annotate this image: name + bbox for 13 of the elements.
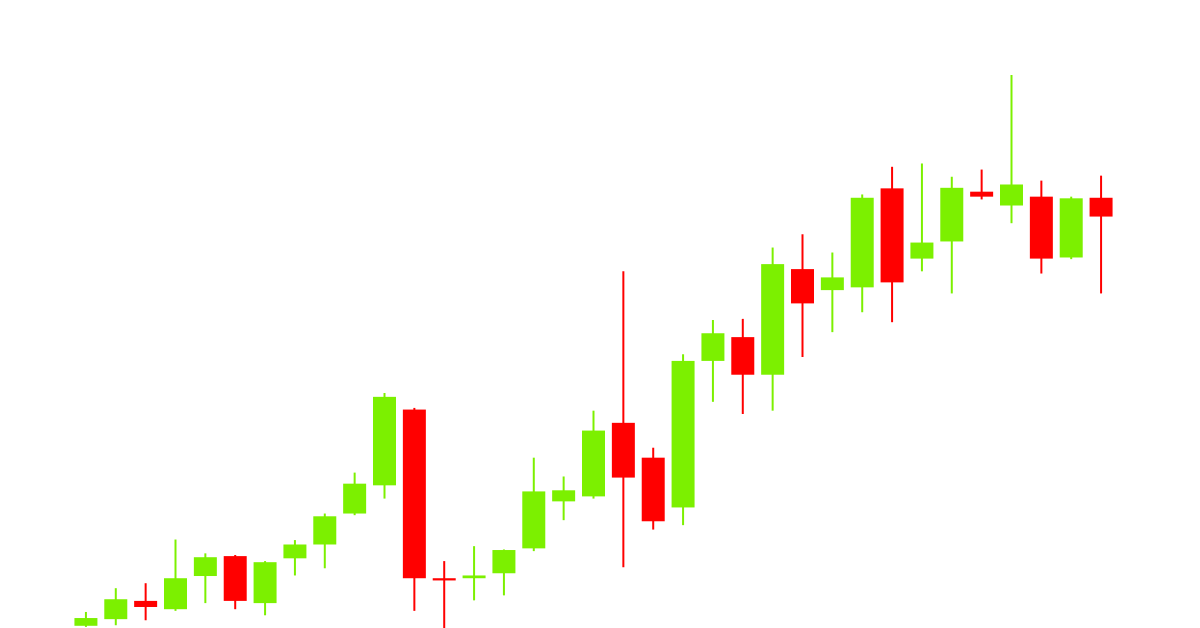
candlestick	[283, 539, 307, 577]
candlestick	[104, 587, 128, 627]
candlestick	[910, 162, 934, 273]
candlestick	[462, 545, 486, 602]
candlestick	[134, 582, 158, 622]
candlestick	[820, 251, 844, 334]
candlestick	[492, 548, 516, 597]
candlestick	[970, 168, 994, 201]
candlestick	[432, 560, 456, 628]
candlestick	[1089, 174, 1113, 295]
candlestick	[1000, 74, 1023, 225]
candlestick	[193, 552, 217, 605]
candlestick	[552, 475, 576, 522]
